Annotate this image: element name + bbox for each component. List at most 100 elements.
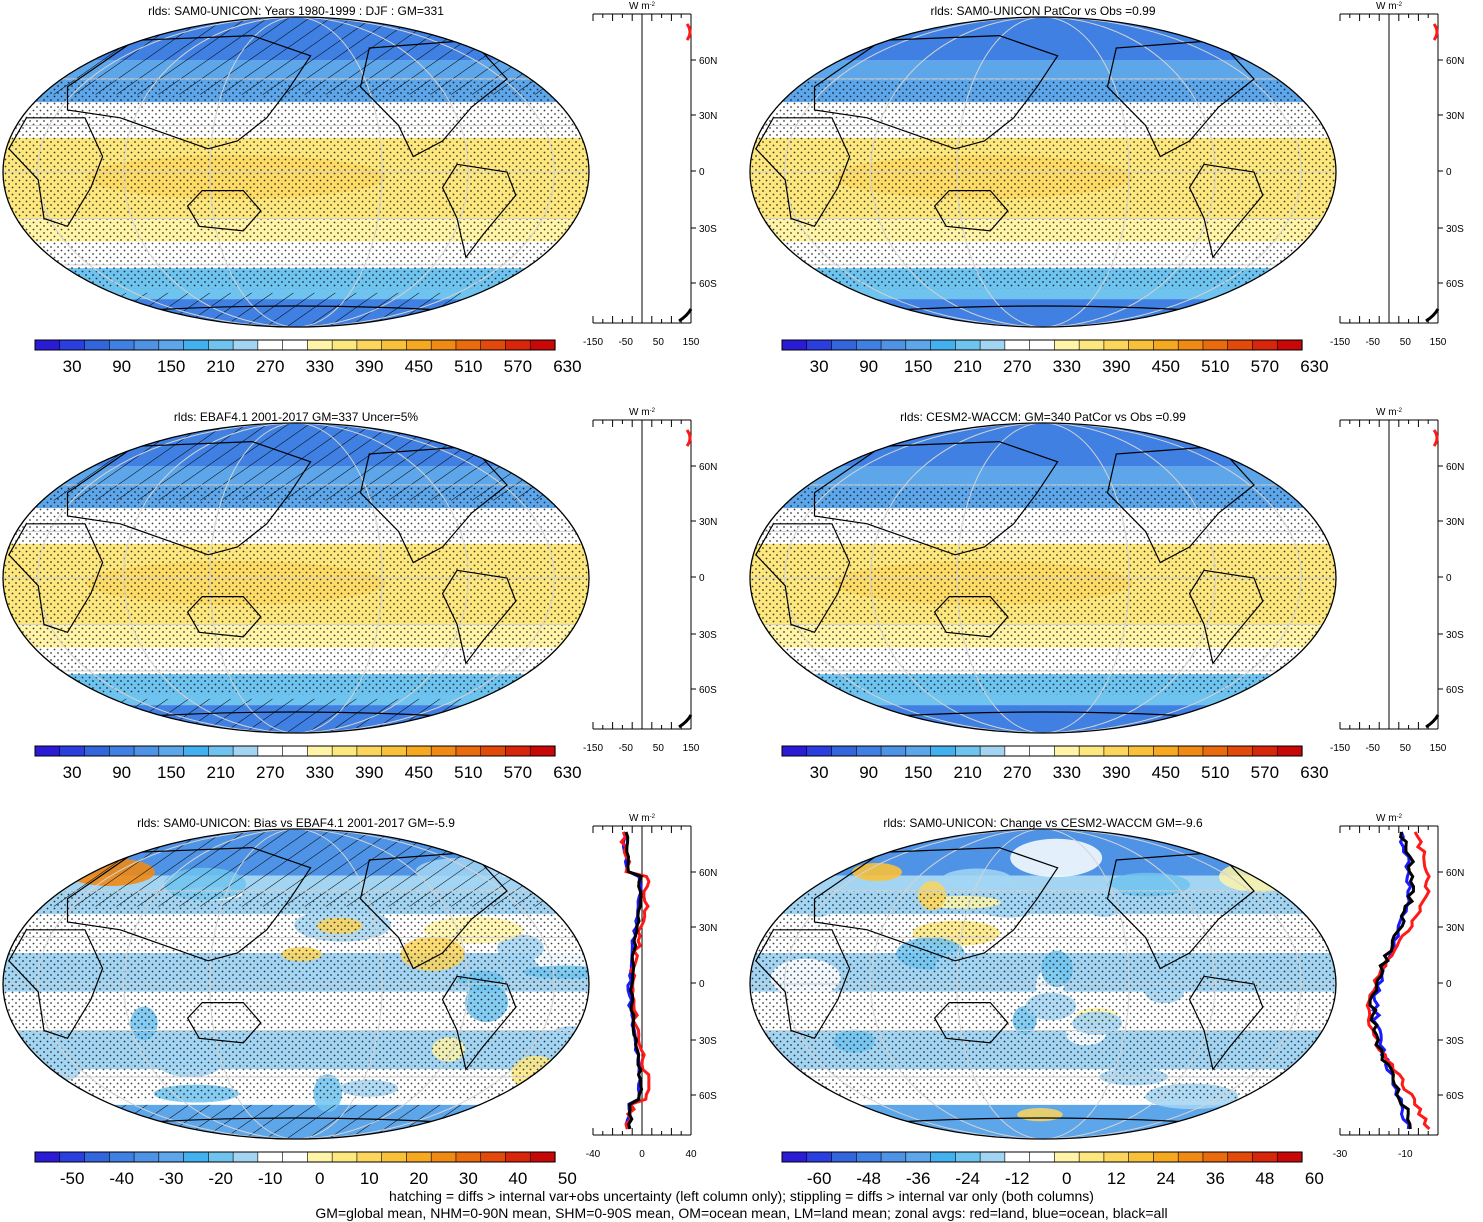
colorbar-swatch xyxy=(529,745,556,757)
colorbar-swatch xyxy=(480,339,507,351)
coastline-australia xyxy=(933,190,1009,232)
colorbar-swatch xyxy=(905,339,932,351)
colorbar-swatch xyxy=(480,1151,507,1163)
zonal-x-tick-label: 50 xyxy=(1400,743,1412,754)
colorbar-swatch xyxy=(34,339,61,351)
graticule-lon xyxy=(1042,17,1130,327)
colorbar: 30 90 150 210 270 330 390 450 510 570 630 xyxy=(34,745,582,782)
zonal-land-line xyxy=(1365,831,1431,1131)
graticule-lon xyxy=(1042,423,1216,733)
colorbar-swatch xyxy=(781,1151,808,1163)
colorbar-swatch xyxy=(505,745,531,757)
graticule-lon xyxy=(956,829,1044,1139)
colorbar-swatch xyxy=(930,1151,956,1163)
colorbar-swatch xyxy=(1004,1151,1031,1163)
coastline-samerica xyxy=(1188,163,1264,259)
colorbar-swatch xyxy=(430,745,457,757)
zonal-x-tick-label: -150 xyxy=(583,337,603,348)
colorbar-frame xyxy=(781,1151,1303,1163)
panel-title: rlds: SAM0-UNICON PatCor vs Obs =0.99 xyxy=(930,4,1155,18)
colorbar-label: 150 xyxy=(904,763,932,782)
panel-title: rlds: SAM0-UNICON: Change vs CESM2-WACCM… xyxy=(883,816,1203,830)
colorbar-swatch xyxy=(455,339,482,351)
colorbar-swatch xyxy=(1227,1151,1254,1163)
colorbar-swatch xyxy=(381,339,408,351)
colorbar-swatch xyxy=(781,745,808,757)
coastline-australia xyxy=(933,1002,1009,1044)
panel-1: rlds: SAM0-UNICON: Years 1980-1999 : DJF… xyxy=(2,1,717,376)
colorbar: 30 90 150 210 270 330 390 450 510 570 630 xyxy=(34,339,582,376)
colorbar-label: 570 xyxy=(1251,357,1279,376)
colorbar-swatch xyxy=(307,745,333,757)
zonal-x-tick-label: -150 xyxy=(583,743,603,754)
colorbar-label: 60 xyxy=(1305,1169,1324,1188)
map-border xyxy=(749,422,1337,734)
zonal-lat-label: 60N xyxy=(1446,868,1464,879)
coastline-samerica xyxy=(1188,569,1264,665)
colorbar-swatch xyxy=(1202,339,1229,351)
colorbar-swatch xyxy=(356,339,383,351)
colorbar-label: -24 xyxy=(955,1169,980,1188)
zonal-lat-label: 30N xyxy=(1446,517,1464,528)
zonal-unit-exponent: -2 xyxy=(1397,814,1403,820)
colorbar-label: 630 xyxy=(1300,763,1328,782)
map-field xyxy=(3,829,589,1139)
zonal-x-tick-label: 150 xyxy=(1430,743,1447,754)
colorbar-label: 270 xyxy=(256,763,284,782)
coastline-asia xyxy=(66,34,312,150)
hatching xyxy=(42,423,550,501)
colorbar-label: 210 xyxy=(954,357,982,376)
coastline-africa xyxy=(755,929,851,1040)
zonal-all-line xyxy=(1425,714,1440,729)
zonal-lat-label: 30N xyxy=(699,517,717,528)
colorbar-swatch xyxy=(381,745,408,757)
colorbar-swatch xyxy=(979,745,1006,757)
coastline-africa xyxy=(755,117,851,228)
coastline-asia xyxy=(813,34,1059,150)
colorbar-swatch xyxy=(781,339,808,351)
colorbar-swatch xyxy=(1227,339,1254,351)
graticule-lon xyxy=(870,17,1044,327)
colorbar-label: 630 xyxy=(1300,357,1328,376)
colorbar-label: -10 xyxy=(258,1169,283,1188)
colorbar-swatch xyxy=(1252,745,1278,757)
zonal-unit-label: W m-2 xyxy=(629,813,656,824)
zonal-lat-label: 30S xyxy=(699,630,717,641)
colorbar-label: 90 xyxy=(859,763,878,782)
colorbar-swatch xyxy=(1078,745,1105,757)
colorbar-swatch xyxy=(257,745,284,757)
zonal-x-tick-label: -150 xyxy=(1330,743,1350,754)
colorbar-swatch xyxy=(1078,339,1105,351)
colorbar-label: 570 xyxy=(1251,763,1279,782)
colorbar-label: -50 xyxy=(60,1169,85,1188)
colorbar-swatch xyxy=(430,1151,457,1163)
colorbar-label: 450 xyxy=(1152,763,1180,782)
zonal-lat-label: 60S xyxy=(1446,1091,1464,1102)
colorbar-swatch xyxy=(1276,339,1303,351)
colorbar-label: 510 xyxy=(1201,357,1229,376)
colorbar-label: 450 xyxy=(405,763,433,782)
colorbar-swatch xyxy=(430,339,457,351)
zonal-lat-label: 60S xyxy=(699,1091,717,1102)
colorbar-swatch xyxy=(257,1151,284,1163)
zonal-mean-panel: W m-2 -150 -50 50 150 60N 30N 0 30S 60S xyxy=(1330,407,1464,754)
colorbar-label: 510 xyxy=(454,763,482,782)
colorbar-swatch xyxy=(183,1151,209,1163)
zonal-x-tick-label: -10 xyxy=(1398,1149,1413,1160)
zonal-lat-label: 60S xyxy=(699,279,717,290)
field-band xyxy=(859,1104,1227,1139)
graticule-lon xyxy=(209,829,297,1139)
zonal-lat-label: 30N xyxy=(1446,111,1464,122)
colorbar-label: -60 xyxy=(807,1169,832,1188)
colorbar-swatch xyxy=(84,745,110,757)
colorbar-label: -36 xyxy=(906,1169,931,1188)
zonal-unit-label: W m-2 xyxy=(1376,407,1403,418)
colorbar-swatch xyxy=(831,745,857,757)
map-field xyxy=(3,17,589,327)
colorbar-swatch xyxy=(406,339,432,351)
map-border xyxy=(749,16,1337,328)
zonal-x-tick-label: 150 xyxy=(683,743,700,754)
colorbar-swatch xyxy=(208,1151,234,1163)
colorbar-swatch xyxy=(1054,745,1080,757)
coastline-samerica xyxy=(1188,975,1264,1071)
